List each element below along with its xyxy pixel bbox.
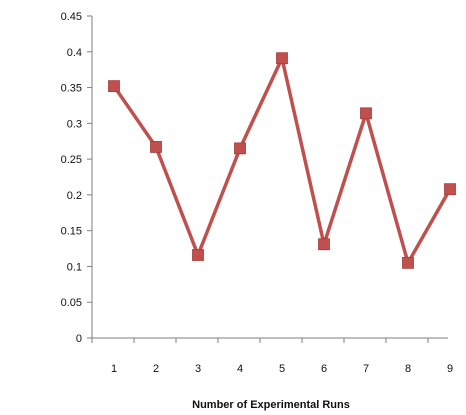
data-point-marker bbox=[108, 80, 120, 93]
x-tick-label: 5 bbox=[279, 363, 285, 375]
x-tick-label: 7 bbox=[363, 363, 369, 375]
data-point-marker bbox=[444, 183, 456, 196]
x-tick-label: 8 bbox=[405, 363, 411, 375]
y-tick-label: 0.3 bbox=[67, 118, 82, 130]
series-line bbox=[112, 56, 452, 265]
y-tick-label: 0.05 bbox=[61, 297, 82, 309]
x-tick-label: 9 bbox=[447, 363, 453, 375]
data-point-marker bbox=[318, 238, 330, 251]
y-tick-label: 0.1 bbox=[67, 261, 82, 273]
data-point-marker bbox=[360, 107, 372, 120]
data-point-marker bbox=[276, 52, 288, 65]
data-point-marker bbox=[402, 256, 414, 269]
x-axis-title: Number of Experimental Runs bbox=[192, 399, 350, 411]
x-axis: 1 2 3 4 5 6 7 8 9 bbox=[91, 337, 453, 375]
y-tick-label: 0.2 bbox=[67, 190, 82, 202]
x-tick-label: 3 bbox=[195, 363, 201, 375]
data-point-marker bbox=[192, 249, 204, 261]
y-tick-label: 0.35 bbox=[61, 83, 82, 95]
data-point-marker bbox=[234, 142, 246, 155]
y-tick-label: 0.25 bbox=[61, 154, 82, 166]
y-tick-label: 0.4 bbox=[67, 47, 82, 59]
x-tick-label: 6 bbox=[321, 363, 327, 375]
y-tick-label: 0.45 bbox=[61, 11, 82, 23]
series-layer bbox=[108, 52, 456, 269]
x-tick-label: 4 bbox=[237, 363, 243, 375]
y-tick-label: 0.15 bbox=[61, 226, 82, 238]
y-axis: 0 0.05 0.1 0.15 0.2 0.25 0.3 0.35 0.4 0.45 bbox=[61, 11, 93, 345]
x-tick-label: 2 bbox=[153, 363, 159, 375]
x-tick-label: 1 bbox=[111, 363, 117, 375]
data-point-marker bbox=[150, 141, 162, 153]
y-tick-label: 0 bbox=[76, 333, 82, 345]
